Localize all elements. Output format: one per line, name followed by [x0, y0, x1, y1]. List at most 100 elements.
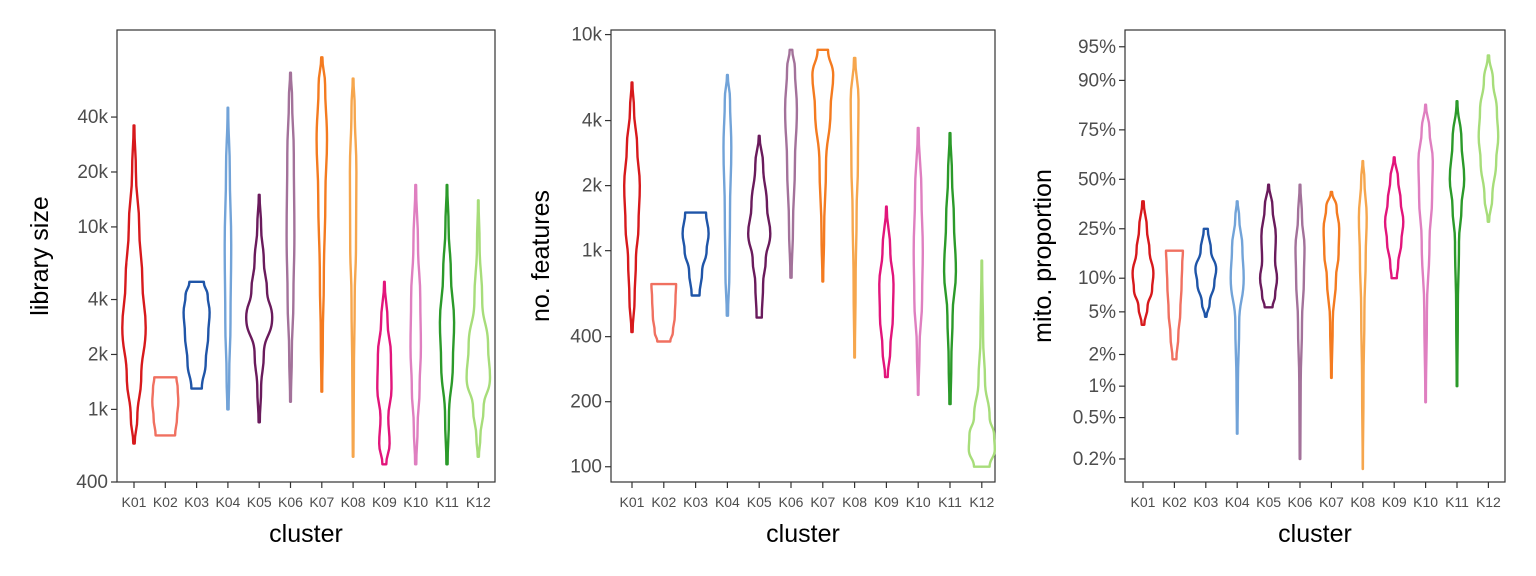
x-tick-label: K06 — [1288, 494, 1313, 510]
x-tick-label: K02 — [153, 494, 178, 510]
y-tick-label: 0.2% — [1073, 449, 1116, 470]
y-tick-label: 90% — [1078, 70, 1116, 91]
violin-k01 — [623, 81, 641, 334]
violin-k04 — [1229, 200, 1245, 435]
y-tick-label: 1k — [88, 399, 109, 420]
violin-k05 — [245, 193, 274, 424]
x-tick-label: K04 — [715, 494, 740, 510]
x-tick-label: K11 — [1445, 494, 1469, 510]
x-axis-title: cluster — [1278, 520, 1352, 548]
x-tick-label: K03 — [1193, 494, 1218, 510]
x-tick-label: K10 — [906, 494, 931, 510]
violin-k12 — [1477, 54, 1500, 224]
violin-k12 — [967, 259, 996, 468]
y-tick-label: 10k — [571, 25, 602, 46]
y-tick-label: 75% — [1078, 120, 1116, 141]
violin-k11 — [438, 183, 456, 466]
violin-k03 — [1194, 227, 1218, 319]
y-tick-label: 400 — [570, 327, 602, 348]
y-tick-label: 200 — [570, 392, 602, 413]
x-tick-label: K01 — [620, 494, 645, 510]
violin-k05 — [747, 134, 772, 319]
plot-frame — [610, 29, 996, 483]
x-tick-label: K05 — [247, 494, 272, 510]
x-tick-label: K08 — [1350, 494, 1375, 510]
x-tick-label: K03 — [683, 494, 708, 510]
x-tick-label: K07 — [1319, 494, 1344, 510]
x-tick-label: K09 — [874, 494, 899, 510]
violin-k03 — [681, 211, 710, 297]
y-tick-label: 2% — [1089, 344, 1117, 365]
x-tick-label: K05 — [1256, 494, 1281, 510]
violin-k01 — [121, 124, 147, 445]
violin-k07 — [811, 48, 835, 283]
x-tick-label: K12 — [466, 494, 491, 510]
y-tick-label: 1k — [582, 241, 603, 262]
y-tick-label: 10k — [77, 217, 108, 238]
x-tick-label: K02 — [1162, 494, 1187, 510]
violin-k04 — [223, 106, 233, 411]
violin-k08 — [1357, 159, 1368, 471]
panel-mito-proportion: mito. proportion cluster 0.2% 0.5% 1% 2% 5% 1… — [1029, 29, 1506, 548]
x-tick-label: K12 — [1476, 494, 1501, 510]
y-tick-label: 40k — [77, 107, 108, 128]
x-tick-label: K06 — [278, 494, 303, 510]
y-tick-label: 2k — [582, 176, 603, 197]
violin-k05 — [1258, 183, 1279, 309]
x-tick-label: K01 — [122, 494, 147, 510]
violin-k08 — [849, 56, 860, 359]
y-tick-label: 25% — [1078, 219, 1116, 240]
violin-k02 — [650, 282, 678, 343]
x-axis-title: cluster — [766, 520, 840, 548]
x-tick-label: K07 — [810, 494, 835, 510]
x-tick-label: K09 — [1382, 494, 1407, 510]
x-tick-label: K10 — [1413, 494, 1438, 510]
violin-k06 — [1294, 183, 1306, 461]
y-tick-label: 95% — [1078, 37, 1116, 58]
violin-k10 — [912, 126, 924, 397]
violin-k01 — [1131, 200, 1155, 327]
y-tick-label: 4k — [582, 111, 603, 132]
y-tick-label: 20k — [77, 162, 108, 183]
x-tick-label: K12 — [969, 494, 994, 510]
x-tick-label: K04 — [1225, 494, 1250, 510]
violin-k07 — [1322, 190, 1341, 380]
x-axis-title: cluster — [269, 520, 343, 548]
y-tick-label: 400 — [76, 472, 108, 493]
y-tick-label: 1% — [1089, 376, 1117, 397]
violin-k04 — [722, 73, 733, 317]
x-tick-label: K06 — [779, 494, 804, 510]
violin-k06 — [783, 48, 799, 279]
x-tick-label: K10 — [403, 494, 428, 510]
violin-k06 — [285, 71, 296, 404]
violin-k07 — [315, 56, 329, 393]
x-tick-label: K02 — [651, 494, 676, 510]
y-tick-label: 5% — [1089, 302, 1117, 323]
x-tick-label: K08 — [341, 494, 366, 510]
violin-k02 — [151, 376, 180, 437]
y-tick-label: 0.5% — [1073, 408, 1116, 429]
x-tick-label: K08 — [842, 494, 867, 510]
y-tick-label: 100 — [570, 457, 602, 478]
y-tick-label: 2k — [88, 344, 109, 365]
violin-k03 — [182, 280, 211, 390]
violin-k02 — [1164, 249, 1185, 361]
x-tick-label: K04 — [215, 494, 240, 510]
y-axis-title: library size — [26, 196, 54, 315]
panel-no-features: no. features cluster 100 200 400 1k 2k 4k 10k K… — [527, 25, 996, 548]
x-tick-label: K09 — [372, 494, 397, 510]
y-axis-title: mito. proportion — [1029, 169, 1057, 343]
x-tick-label: K05 — [747, 494, 772, 510]
violin-k09 — [878, 205, 895, 379]
x-tick-label: K11 — [435, 494, 459, 510]
violin-k10 — [409, 183, 423, 466]
panel-library-size: library size cluster 400 1k 2k 4k 10k 20k 40k K… — [26, 29, 496, 548]
x-tick-label: K11 — [938, 494, 962, 510]
x-tick-label: K03 — [184, 494, 209, 510]
plot-frame — [1124, 29, 1506, 483]
violin-k11 — [1448, 99, 1466, 388]
y-tick-label: 4k — [88, 290, 109, 311]
y-tick-label: 10% — [1078, 268, 1116, 289]
y-tick-label: 50% — [1078, 169, 1116, 190]
x-tick-label: K07 — [309, 494, 334, 510]
